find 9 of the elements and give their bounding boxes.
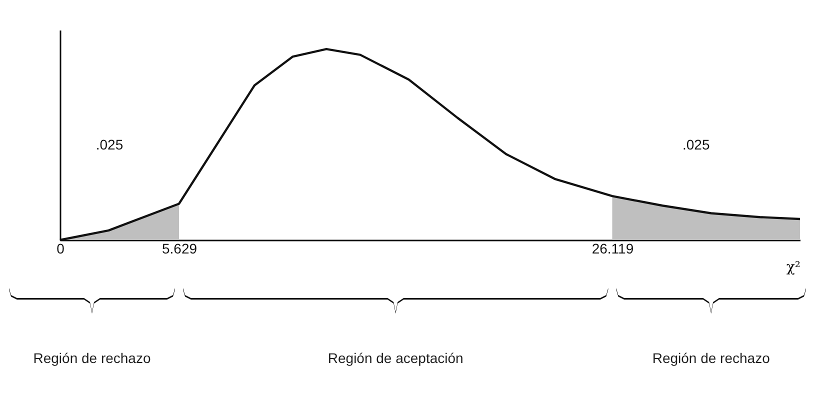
x-tick-label: 5.629 bbox=[162, 240, 198, 256]
x-tick-label: 26.119 bbox=[592, 240, 634, 256]
text: Región de rechazo bbox=[652, 350, 770, 366]
text: Región de rechazo bbox=[33, 350, 151, 366]
x-axis-title: χ² bbox=[786, 260, 800, 276]
text: Región de aceptación bbox=[328, 350, 464, 366]
annotation: .025 bbox=[96, 136, 124, 152]
x-tick-label: 0 bbox=[56, 240, 65, 256]
annotation: .025 bbox=[682, 136, 710, 152]
